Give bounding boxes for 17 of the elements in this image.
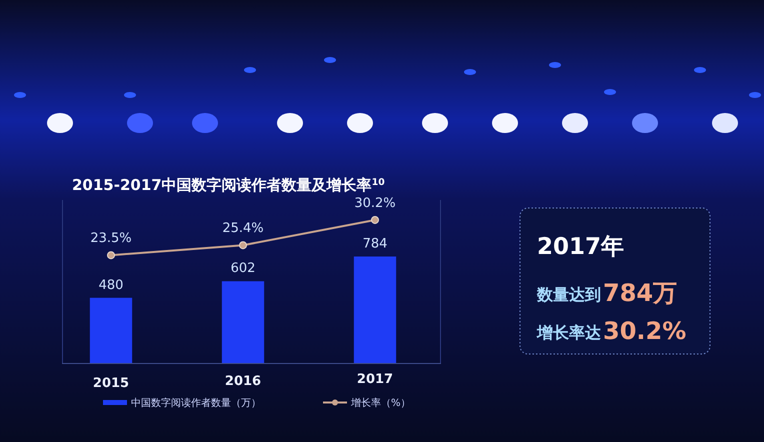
x-tick-label: 2015 — [92, 376, 130, 391]
text: 增长率达 — [536, 323, 602, 342]
data-label: 602 — [230, 261, 256, 276]
text: 784万 — [603, 279, 678, 307]
chart-title: 2015-2017中国数字阅读作者数量及增长率$^{10}$ — [72, 176, 386, 194]
data-label: 25.4% — [222, 221, 264, 236]
x-tick-label: 2017 — [356, 372, 394, 387]
text: 2017年 — [537, 234, 624, 260]
data-label: 784 — [362, 236, 388, 252]
text: 30.2% — [603, 317, 686, 345]
data-label: 23.5% — [90, 231, 132, 246]
x-tick-label: 2016 — [224, 374, 262, 389]
text: 数量达到 — [536, 285, 601, 304]
data-label: 480 — [98, 278, 124, 293]
legend-label: 增长率（%） — [350, 397, 411, 409]
legend-label: 中国数字阅读作者数量（万） — [131, 397, 261, 409]
data-label: 30.2% — [354, 196, 396, 211]
